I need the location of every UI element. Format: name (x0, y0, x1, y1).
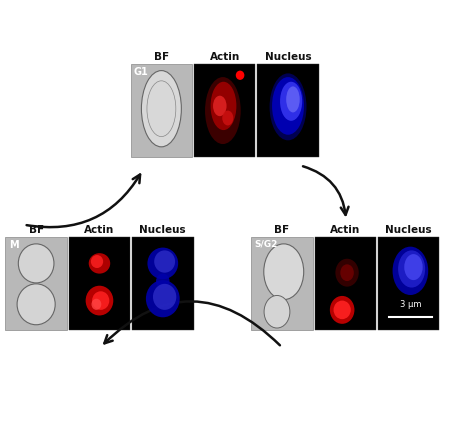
Ellipse shape (92, 291, 109, 310)
Ellipse shape (141, 70, 182, 147)
Ellipse shape (398, 251, 425, 287)
Ellipse shape (404, 254, 423, 280)
Ellipse shape (334, 301, 351, 319)
Bar (315, 237, 376, 330)
Bar (257, 64, 319, 157)
Ellipse shape (210, 82, 237, 130)
Ellipse shape (222, 111, 233, 126)
Ellipse shape (18, 244, 54, 283)
Ellipse shape (153, 284, 176, 310)
Text: BF: BF (154, 52, 169, 61)
Text: 3 μm: 3 μm (400, 300, 421, 309)
Text: BF: BF (28, 225, 44, 235)
Ellipse shape (147, 248, 178, 279)
Ellipse shape (286, 86, 300, 112)
Ellipse shape (330, 296, 355, 324)
Bar (378, 237, 439, 330)
Bar (132, 237, 193, 330)
Bar (194, 64, 255, 157)
Bar (131, 64, 192, 157)
Ellipse shape (264, 296, 290, 328)
Bar (69, 237, 130, 330)
Ellipse shape (17, 284, 55, 325)
Text: BF: BF (274, 225, 290, 235)
Text: Actin: Actin (330, 225, 360, 235)
Text: Actin: Actin (84, 225, 115, 235)
Ellipse shape (340, 264, 354, 281)
Ellipse shape (270, 73, 307, 140)
Ellipse shape (91, 255, 103, 268)
Bar (5, 237, 67, 330)
Ellipse shape (91, 299, 101, 310)
Ellipse shape (280, 82, 302, 121)
Ellipse shape (336, 259, 359, 287)
Text: Actin: Actin (210, 52, 240, 61)
Text: Nucleus: Nucleus (265, 52, 311, 61)
Ellipse shape (392, 247, 428, 295)
Ellipse shape (154, 251, 175, 273)
Ellipse shape (86, 286, 113, 315)
Text: Nucleus: Nucleus (139, 225, 186, 235)
Ellipse shape (264, 244, 304, 300)
Ellipse shape (205, 77, 241, 144)
Ellipse shape (89, 253, 110, 273)
Bar (251, 237, 313, 330)
Ellipse shape (272, 77, 304, 135)
Text: G1: G1 (134, 67, 149, 77)
Text: M: M (9, 240, 18, 250)
Text: S/G2: S/G2 (255, 240, 278, 249)
Ellipse shape (156, 273, 170, 288)
Ellipse shape (213, 96, 227, 116)
Text: Nucleus: Nucleus (385, 225, 432, 235)
Ellipse shape (146, 280, 180, 317)
Ellipse shape (236, 70, 245, 80)
